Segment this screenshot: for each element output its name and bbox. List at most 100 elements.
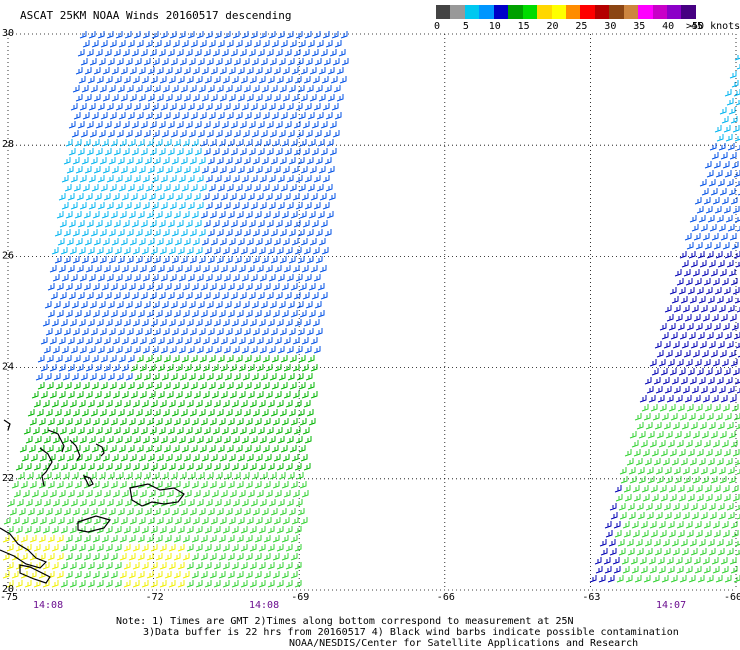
wind-barb: [649, 566, 657, 574]
wind-barb: [160, 346, 168, 354]
wind-barb: [319, 193, 327, 201]
wind-barb: [75, 166, 83, 174]
wind-barb: [172, 112, 180, 120]
wind-barb: [148, 265, 156, 273]
wind-barb: [235, 382, 243, 390]
wind-barb: [187, 202, 195, 210]
wind-barb: [282, 238, 290, 246]
wind-barb: [299, 283, 307, 291]
wind-barb: [222, 562, 230, 570]
wind-barb: [78, 562, 86, 570]
wind-barb: [7, 499, 15, 507]
wind-barb: [216, 229, 224, 237]
wind-barb: [180, 157, 188, 165]
wind-barb: [139, 265, 147, 273]
wind-barb: [92, 481, 100, 489]
wind-barb: [241, 202, 249, 210]
wind-barb: [103, 265, 111, 273]
wind-barb: [115, 31, 123, 39]
wind-barb: [228, 94, 236, 102]
wind-barb: [240, 247, 248, 255]
wind-barb: [294, 319, 302, 327]
wind-barb: [113, 49, 121, 57]
wind-barb: [279, 85, 287, 93]
wind-barb: [627, 503, 635, 511]
wind-barb: [683, 476, 691, 484]
wind-barb: [311, 292, 319, 300]
wind-barb: [248, 49, 256, 57]
wind-barb: [204, 544, 212, 552]
wind-barb: [11, 571, 19, 579]
wind-barb: [716, 296, 724, 304]
wind-barb: [136, 40, 144, 48]
wind-barb: [70, 103, 78, 111]
wind-barb: [210, 94, 218, 102]
wind-barb: [167, 49, 175, 57]
wind-barb: [610, 512, 618, 520]
wind-barb: [267, 544, 275, 552]
wind-barb: [100, 382, 108, 390]
wind-barb: [667, 440, 675, 448]
wind-barb: [150, 463, 158, 471]
wind-barb: [683, 431, 691, 439]
wind-barb: [223, 175, 231, 183]
wind-barb: [128, 535, 136, 543]
wind-barb: [658, 521, 666, 529]
wind-barb: [263, 571, 271, 579]
wind-barb: [732, 206, 740, 214]
wind-barb: [209, 283, 217, 291]
wind-barb: [213, 400, 221, 408]
wind-barb: [118, 445, 126, 453]
wind-barb: [185, 292, 193, 300]
wind-barb: [42, 319, 50, 327]
wind-barb: [206, 58, 214, 66]
wind-barb: [181, 112, 189, 120]
wind-barb: [285, 463, 293, 471]
wind-barb: [51, 526, 59, 534]
wind-barb: [628, 467, 636, 475]
wind-barb: [195, 544, 203, 552]
colorbar-tick-5: 5: [462, 21, 469, 32]
wind-barb: [734, 217, 740, 223]
wind-barb: [173, 283, 181, 291]
wind-barb: [135, 85, 143, 93]
wind-barb: [280, 40, 288, 48]
wind-barb: [306, 409, 314, 417]
wind-barb: [52, 436, 60, 444]
wind-barb: [49, 265, 57, 273]
wind-barb: [177, 526, 185, 534]
wind-barb: [297, 409, 305, 417]
wind-barb: [175, 391, 183, 399]
wind-barb: [300, 454, 308, 462]
wind-barb: [102, 454, 110, 462]
wind-barb: [270, 229, 278, 237]
wind-barb: [260, 301, 268, 309]
wind-barb: [230, 427, 238, 435]
wind-barb: [326, 211, 334, 219]
wind-barb: [104, 148, 112, 156]
wind-barb: [150, 526, 158, 534]
wind-barb: [248, 148, 256, 156]
wind-barb: [255, 238, 263, 246]
wind-barb: [6, 580, 14, 588]
wind-barb: [671, 296, 679, 304]
wind-barb: [257, 427, 265, 435]
wind-barb: [131, 49, 139, 57]
wind-barb: [262, 355, 270, 363]
wind-barb: [654, 422, 662, 430]
wind-barb: [250, 274, 258, 282]
wind-barb: [676, 440, 684, 448]
wind-barb: [722, 323, 730, 331]
wind-barb: [47, 283, 55, 291]
wind-barb: [645, 422, 653, 430]
lat-label-26: 26: [2, 250, 14, 261]
wind-barb: [84, 67, 92, 75]
wind-barb: [227, 310, 235, 318]
wind-barb: [79, 103, 87, 111]
wind-barb: [235, 184, 243, 192]
wind-barb: [306, 328, 314, 336]
wind-barb: [694, 359, 702, 367]
wind-barb: [218, 283, 226, 291]
wind-barb: [249, 463, 257, 471]
wind-barb: [38, 535, 46, 543]
